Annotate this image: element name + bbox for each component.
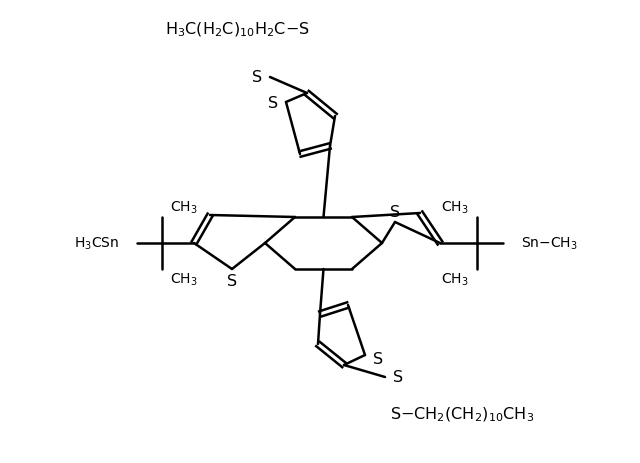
- Text: H$_3$CSn: H$_3$CSn: [74, 235, 119, 252]
- Text: Sn$-$CH$_3$: Sn$-$CH$_3$: [521, 235, 578, 252]
- Text: CH$_3$: CH$_3$: [170, 200, 198, 216]
- Text: S: S: [393, 369, 403, 385]
- Text: H$_3$C(H$_2$C)$_{10}$H$_2$C$-$S: H$_3$C(H$_2$C)$_{10}$H$_2$C$-$S: [165, 21, 310, 39]
- Text: S: S: [268, 95, 278, 110]
- Text: CH$_3$: CH$_3$: [170, 271, 198, 288]
- Text: S: S: [227, 274, 237, 289]
- Text: CH$_3$: CH$_3$: [442, 271, 469, 288]
- Text: CH$_3$: CH$_3$: [442, 200, 469, 216]
- Text: S: S: [390, 205, 400, 220]
- Text: S: S: [373, 352, 383, 367]
- Text: S: S: [252, 70, 262, 85]
- Text: S$-$CH$_2$(CH$_2$)$_{10}$CH$_3$: S$-$CH$_2$(CH$_2$)$_{10}$CH$_3$: [390, 405, 534, 423]
